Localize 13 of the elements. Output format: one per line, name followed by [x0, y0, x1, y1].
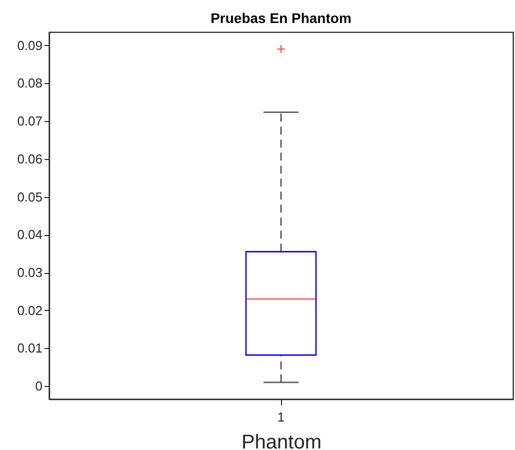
- y-tick-label: 0.06: [17, 151, 42, 166]
- y-tick-label: 0.08: [17, 76, 42, 91]
- y-tick-label: 0.07: [17, 114, 42, 129]
- y-tick-label: 0.01: [17, 340, 42, 356]
- x-axis-title: Phantom: [241, 432, 322, 450]
- y-tick-label: 0.09: [17, 38, 42, 53]
- y-tick-label: 0: [35, 378, 42, 394]
- y-tick-label: 0.03: [17, 265, 42, 280]
- y-tick-label: 0.04: [17, 227, 42, 242]
- chart-title: Pruebas En Phantom: [210, 10, 352, 26]
- y-tick-label: 0.05: [17, 189, 42, 204]
- y-tick-label: 0.02: [17, 302, 42, 318]
- x-tick-label: 1: [277, 410, 285, 424]
